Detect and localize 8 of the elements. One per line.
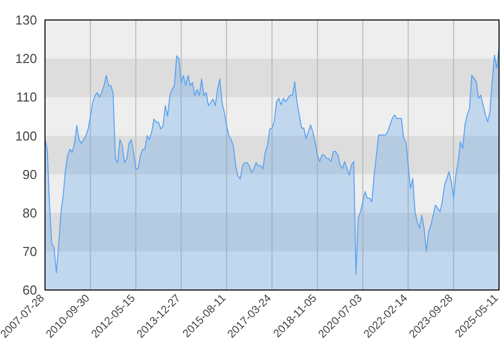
y-tick-label: 60 bbox=[22, 282, 37, 298]
y-tick-label: 100 bbox=[15, 128, 37, 144]
y-tick-label: 110 bbox=[16, 90, 37, 105]
y-tick-label: 90 bbox=[22, 166, 37, 182]
y-tick-label: 130 bbox=[15, 12, 37, 28]
y-tick-label: 120 bbox=[15, 51, 37, 66]
y-tick-label: 70 bbox=[22, 244, 37, 259]
y-tick-label: 80 bbox=[22, 205, 37, 220]
